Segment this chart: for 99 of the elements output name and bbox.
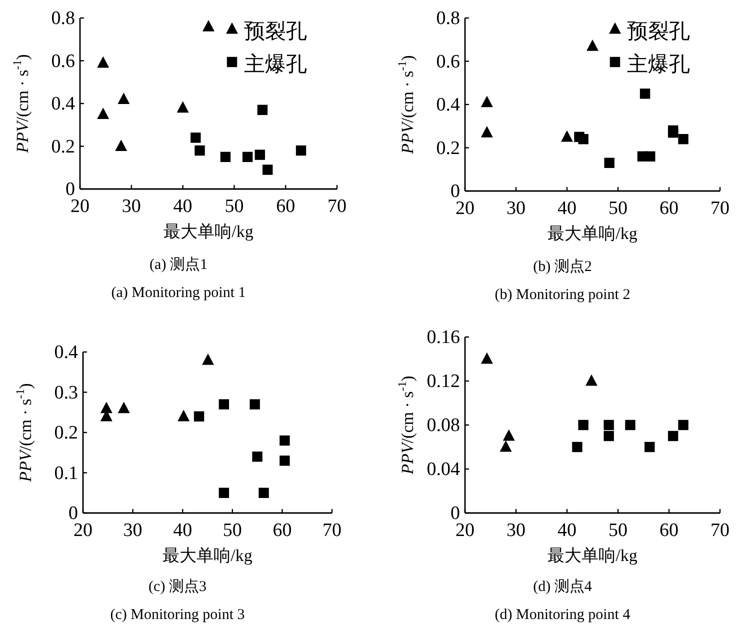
- y-tick-label: 0.8: [436, 8, 460, 29]
- x-tick-label: 40: [173, 520, 192, 541]
- point: [625, 420, 636, 430]
- y-tick-label: 0.08: [426, 415, 460, 436]
- point: [578, 134, 588, 144]
- text: (a) 测点1: [150, 256, 208, 273]
- point: [194, 411, 204, 422]
- text: (b) Monitoring point 2: [494, 287, 630, 303]
- point: [178, 410, 190, 422]
- y-tick-label: 0.6: [436, 51, 460, 72]
- x-tick-label: 60: [660, 198, 678, 219]
- point: [678, 134, 688, 144]
- y-tick-label: 0.1: [54, 462, 78, 484]
- x-tick-label: 30: [506, 520, 526, 541]
- x-tick-label: 70: [328, 196, 346, 217]
- x-tick-label: 30: [506, 198, 526, 219]
- point: [604, 158, 614, 168]
- y-tick-label: 0.2: [54, 422, 78, 444]
- y-tick-label: 0.2: [51, 136, 75, 158]
- point: [578, 420, 588, 430]
- x-tick-label: 70: [710, 198, 730, 219]
- point: [250, 399, 260, 410]
- point: [97, 56, 110, 68]
- point: [118, 402, 130, 414]
- point: [500, 440, 512, 452]
- point: [644, 442, 655, 452]
- point: [118, 92, 130, 104]
- legend-label: 主爆孔: [244, 52, 307, 76]
- point: [280, 456, 290, 466]
- point: [254, 150, 265, 160]
- point: [480, 352, 493, 364]
- x-tick-label: 50: [222, 520, 242, 541]
- point: [258, 488, 269, 498]
- y-tick-label: 0.12: [426, 371, 460, 392]
- point: [678, 420, 688, 430]
- x-axis-title: 最大单响/kg: [162, 546, 253, 565]
- x-tick-label: 50: [224, 196, 244, 217]
- x-tick-label: 40: [173, 196, 192, 217]
- y-tick-label: 0.4: [51, 94, 76, 114]
- point: [480, 96, 493, 108]
- legend-label: 预裂孔: [627, 19, 690, 43]
- point: [480, 126, 493, 138]
- text: (a) Monitoring point 1: [111, 285, 246, 301]
- y-tick-label: 0.2: [436, 138, 460, 159]
- x-tick-label: 50: [608, 198, 628, 219]
- point: [262, 164, 273, 175]
- point: [97, 108, 110, 119]
- x-tick-label: 50: [608, 520, 628, 541]
- x-tick-label: 60: [272, 520, 292, 541]
- point: [202, 20, 214, 32]
- point: [202, 353, 214, 365]
- x-tick-label: 60: [660, 520, 678, 541]
- point: [604, 420, 614, 430]
- point: [218, 488, 230, 498]
- point: [176, 101, 189, 113]
- point: [668, 128, 678, 138]
- y-tick-label: 0.3: [54, 382, 78, 404]
- point: [115, 140, 128, 152]
- x-tick-label: 40: [558, 520, 576, 541]
- point: [194, 145, 205, 156]
- point: [252, 452, 262, 462]
- point: [645, 151, 656, 162]
- text: (c) 测点3: [148, 578, 206, 595]
- text: (c) Monitoring point 3: [110, 607, 245, 623]
- point: [280, 435, 290, 446]
- point: [585, 374, 598, 386]
- text: (b) 测点2: [533, 258, 592, 275]
- legend-label: 预裂孔: [244, 19, 307, 43]
- x-axis-title: 最大单响/kg: [164, 222, 254, 241]
- point: [296, 145, 306, 156]
- point: [572, 442, 582, 452]
- point: [640, 88, 650, 99]
- x-tick-label: 30: [123, 520, 142, 541]
- point: [604, 430, 614, 442]
- point: [668, 430, 678, 442]
- point: [190, 132, 201, 143]
- y-tick-label: 0.16: [426, 327, 460, 348]
- point: [561, 130, 573, 142]
- x-axis-title: 最大单响/kg: [548, 224, 638, 243]
- x-axis-title: 最大单响/kg: [548, 546, 638, 565]
- y-tick-label: 0.6: [51, 50, 75, 72]
- x-tick-label: 30: [122, 196, 141, 217]
- x-tick-label: 60: [276, 196, 296, 217]
- text: (d) Monitoring point 4: [494, 607, 631, 623]
- text: (d) 测点4: [533, 578, 592, 595]
- y-tick-label: 0.04: [426, 459, 460, 480]
- x-tick-label: 40: [558, 198, 576, 219]
- point: [586, 40, 598, 51]
- x-tick-label: 70: [710, 520, 730, 541]
- point: [220, 152, 231, 162]
- y-tick-label: 0.8: [51, 8, 75, 29]
- point: [242, 152, 253, 162]
- y-tick-label: 0.4: [54, 342, 78, 363]
- x-tick-label: 70: [322, 520, 342, 541]
- legend-label: 主爆孔: [627, 52, 690, 76]
- point: [502, 429, 515, 441]
- point: [218, 399, 230, 410]
- point: [257, 104, 268, 116]
- y-tick-label: 0.4: [436, 94, 460, 116]
